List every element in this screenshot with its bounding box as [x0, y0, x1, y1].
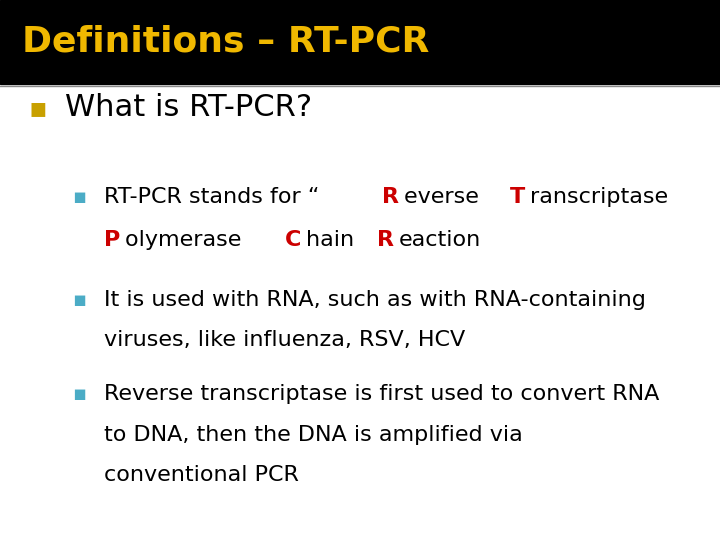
Text: hain: hain	[306, 230, 361, 251]
Text: P: P	[104, 230, 121, 251]
Text: ▪: ▪	[72, 187, 86, 207]
Text: ▪: ▪	[29, 94, 48, 122]
Text: R: R	[382, 187, 400, 207]
Bar	[0, 0, 720, 84]
Text: Definitions – RT-PCR: Definitions – RT-PCR	[22, 25, 429, 59]
Text: everse: everse	[404, 187, 486, 207]
Text: conventional PCR: conventional PCR	[104, 465, 300, 485]
Text: What is RT-PCR?: What is RT-PCR?	[65, 93, 312, 123]
Text: T: T	[510, 187, 526, 207]
Text: R: R	[377, 230, 394, 251]
Text: ▪: ▪	[72, 384, 86, 404]
Text: ranscriptase: ranscriptase	[530, 187, 668, 207]
Text: viruses, like influenza, RSV, HCV: viruses, like influenza, RSV, HCV	[104, 330, 466, 350]
Text: Reverse transcriptase is first used to convert RNA: Reverse transcriptase is first used to c…	[104, 384, 660, 404]
Text: RT-PCR stands for “: RT-PCR stands for “	[104, 187, 320, 207]
Text: olymerase: olymerase	[125, 230, 249, 251]
Text: ▪: ▪	[72, 289, 86, 310]
Text: C: C	[284, 230, 301, 251]
Text: It is used with RNA, such as with RNA-containing: It is used with RNA, such as with RNA-co…	[104, 289, 647, 310]
Text: to DNA, then the DNA is amplified via: to DNA, then the DNA is amplified via	[104, 424, 523, 445]
Text: eaction: eaction	[399, 230, 482, 251]
